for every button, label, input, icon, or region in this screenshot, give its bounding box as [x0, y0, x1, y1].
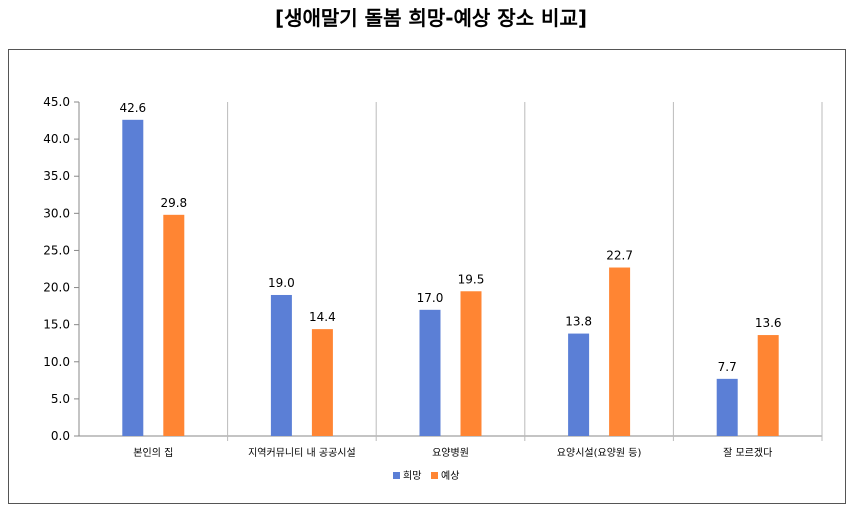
- category-label: 잘 모르겠다: [723, 447, 772, 459]
- bar-expect: [163, 214, 185, 436]
- bar-expect: [757, 335, 779, 436]
- category-label: 지역커뮤니티 내 공공시설: [248, 447, 356, 459]
- category-label: 본인의 집: [133, 447, 173, 459]
- y-tick-label: 15.0: [43, 318, 70, 332]
- y-tick-label: 10.0: [43, 355, 70, 369]
- y-tick-label: 30.0: [43, 206, 70, 220]
- data-label: 13.8: [565, 315, 592, 329]
- legend-label: 예상: [441, 470, 459, 482]
- bar-hope: [568, 333, 590, 436]
- bar-hope: [122, 119, 144, 437]
- bar-hope: [419, 309, 441, 436]
- data-label: 19.5: [458, 272, 485, 286]
- legend-label: 희망: [403, 470, 421, 482]
- data-label: 22.7: [606, 249, 633, 263]
- y-tick-label: 5.0: [51, 392, 70, 406]
- chart-title: [생애말기 돌봄 희망-예상 장소 비교]: [274, 6, 588, 30]
- y-tick-label: 20.0: [43, 281, 70, 295]
- bar-hope: [270, 294, 292, 436]
- y-tick-label: 35.0: [43, 169, 70, 183]
- data-label: 42.6: [119, 101, 146, 115]
- bar-expect: [460, 291, 482, 436]
- chart-frame: [8, 49, 846, 504]
- y-tick-label: 40.0: [43, 132, 70, 146]
- data-label: 7.7: [718, 360, 737, 374]
- bar-expect: [609, 267, 631, 436]
- data-label: 29.8: [160, 196, 187, 210]
- y-tick-label: 0.0: [51, 429, 70, 443]
- legend-swatch: [431, 472, 438, 479]
- data-label: 13.6: [755, 316, 782, 330]
- data-label: 14.4: [309, 310, 336, 324]
- bar-hope: [716, 378, 738, 436]
- category-label: 요양시설(요양원 등): [557, 447, 642, 459]
- y-tick-label: 45.0: [43, 95, 70, 109]
- data-label: 19.0: [268, 276, 295, 290]
- data-label: 17.0: [417, 291, 444, 305]
- category-label: 요양병원: [432, 447, 469, 459]
- y-tick-label: 25.0: [43, 243, 70, 257]
- legend-swatch: [393, 472, 400, 479]
- bar-expect: [311, 329, 333, 436]
